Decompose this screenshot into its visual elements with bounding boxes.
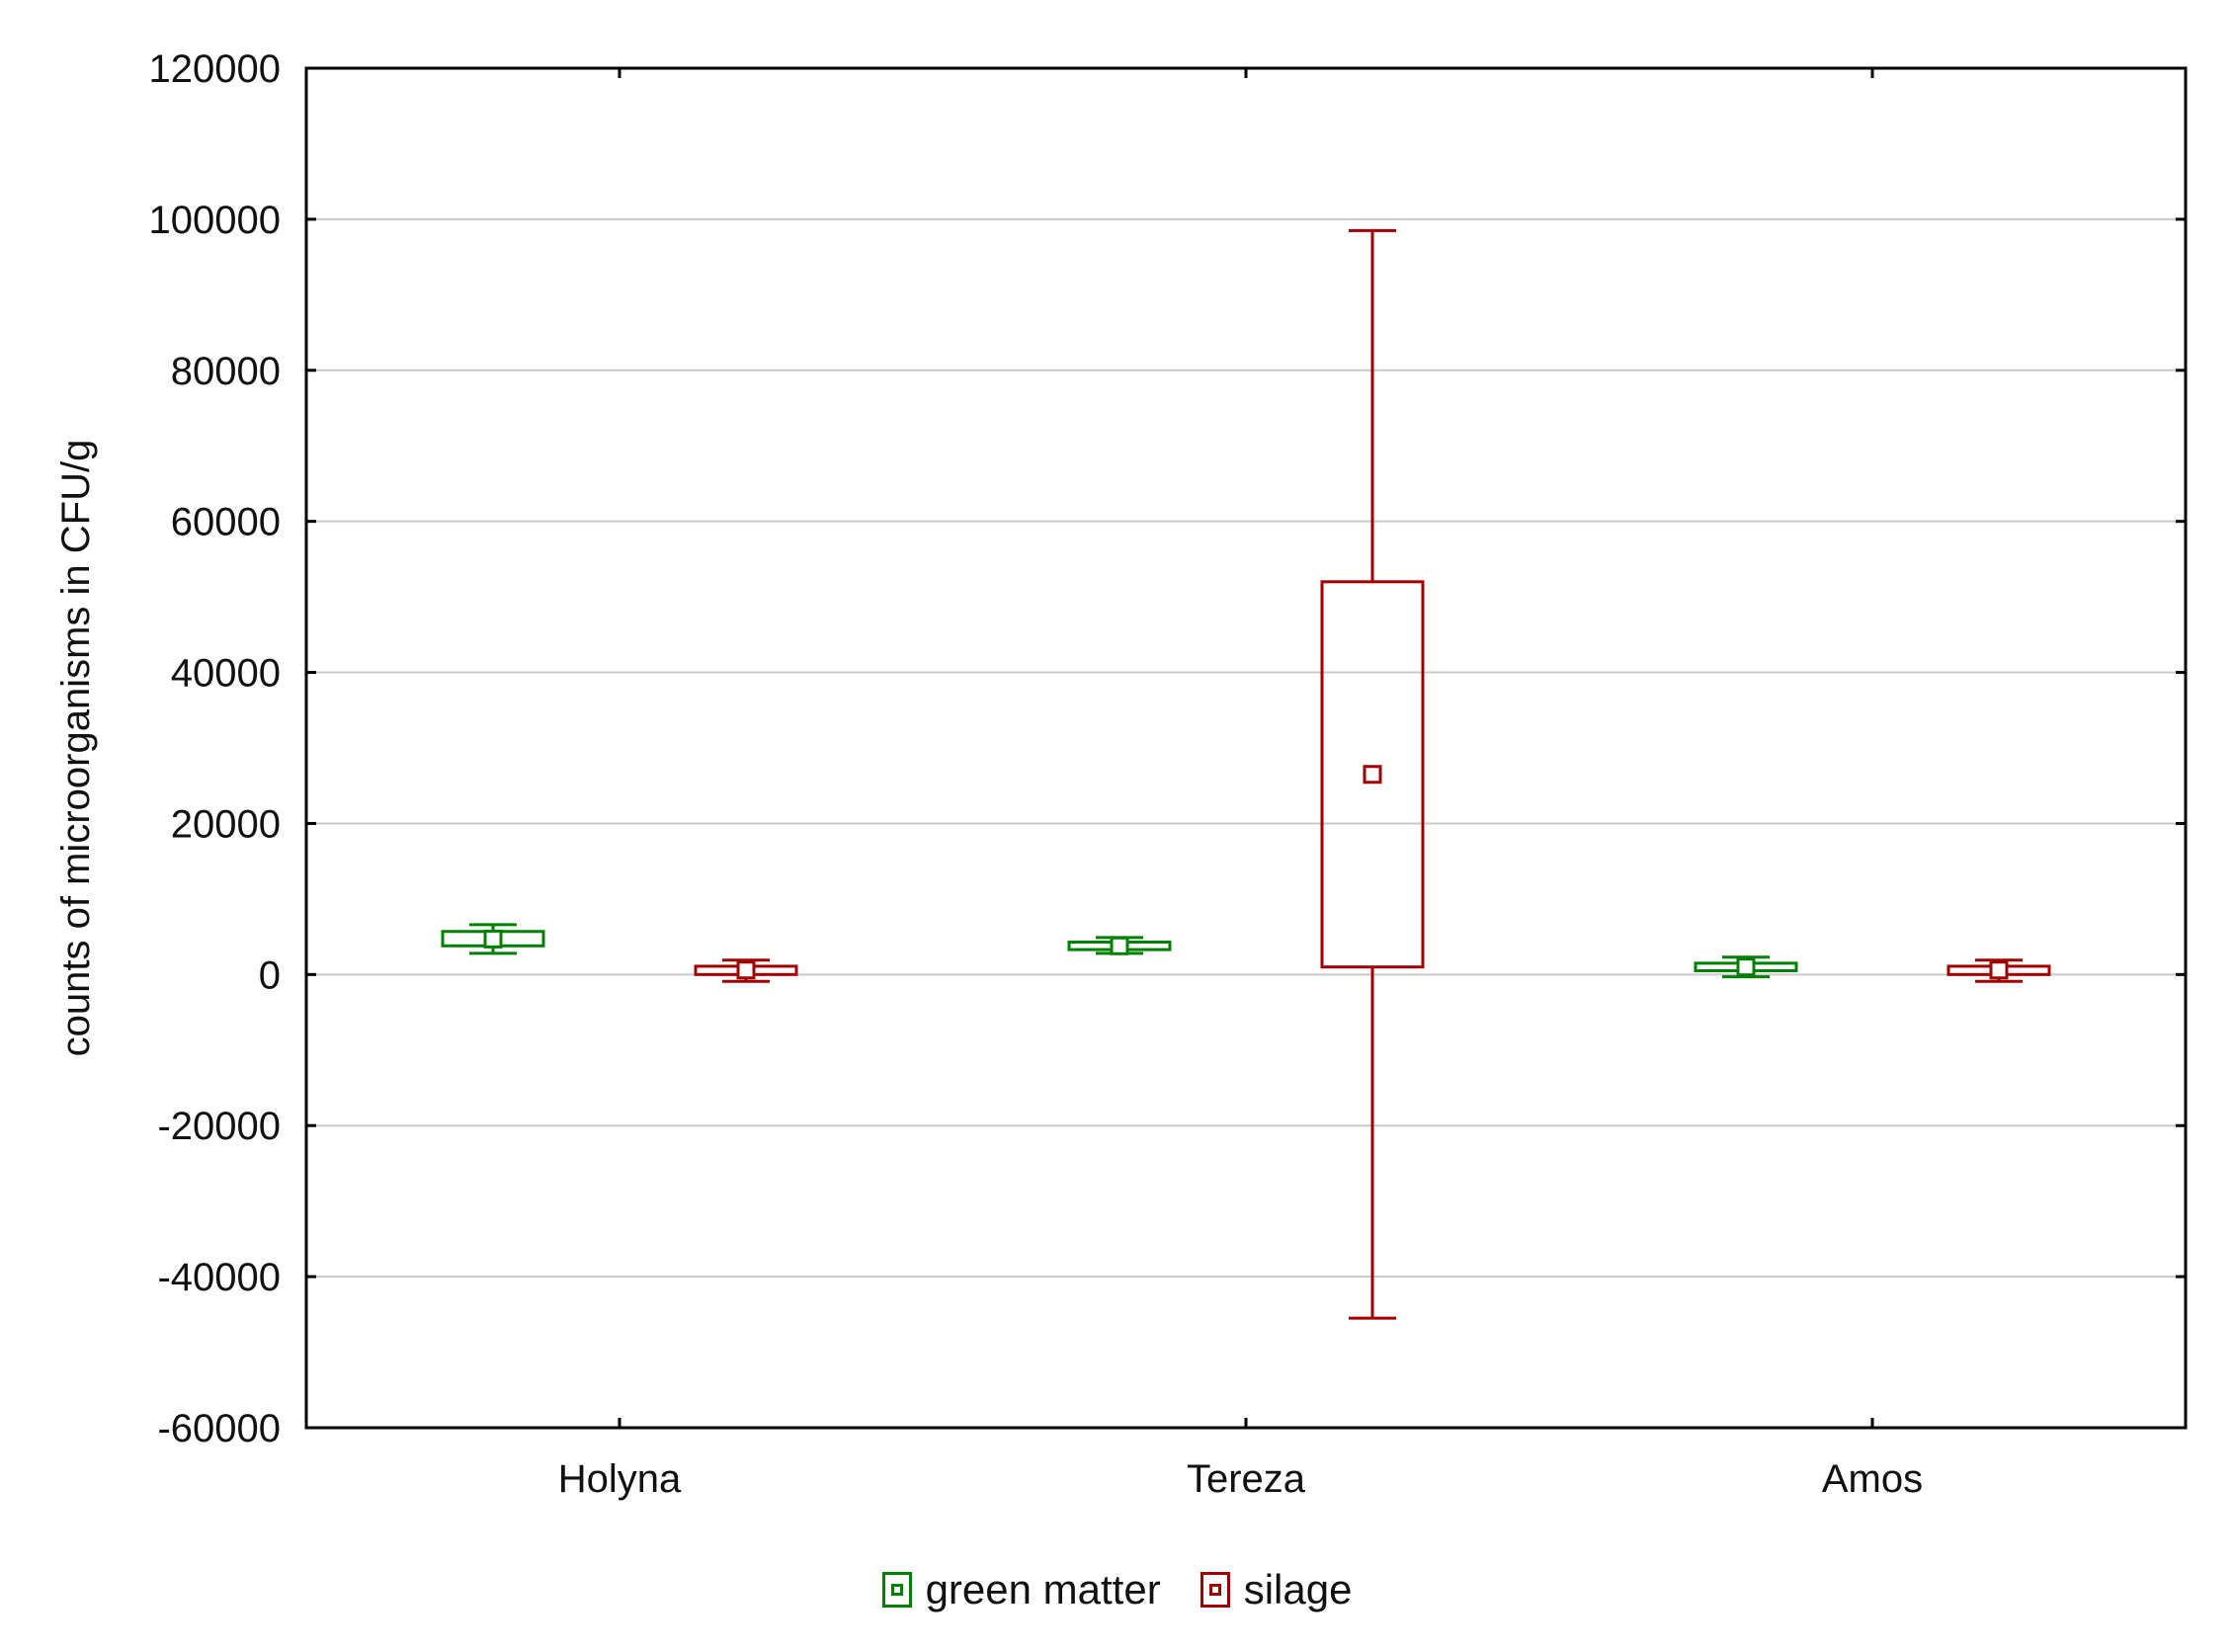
y-tick-label: 100000: [149, 199, 281, 242]
legend-label: silage: [1243, 1566, 1353, 1612]
box-green-matter-amos: [1694, 955, 1798, 979]
x-axis: Holyna Tereza Amos: [558, 68, 1923, 1501]
y-tick-label: 80000: [171, 350, 281, 393]
y-tick-label: 60000: [171, 501, 281, 544]
legend-label: green matter: [925, 1566, 1161, 1612]
y-tick-label: 120000: [149, 47, 281, 91]
box-silage-tereza: [1320, 228, 1425, 1320]
legend-marker: [1208, 1584, 1221, 1596]
x-tick-label: Tereza: [1187, 1457, 1306, 1501]
mean-marker: [483, 929, 503, 949]
y-axis-title: counts of microorganisms in CFU/g: [54, 440, 98, 1057]
legend-swatch-green-matter: [881, 1572, 912, 1608]
box-silage-amos: [1946, 958, 2051, 983]
mean-marker: [1989, 960, 2009, 980]
y-tick-label: -40000: [157, 1256, 281, 1299]
legend-marker: [890, 1584, 903, 1596]
y-axis: -60000 -40000 -20000 0 20000 40000 60000 80000 1…: [149, 47, 2186, 1450]
mean-marker: [1363, 765, 1382, 785]
x-tick-label: Amos: [1822, 1457, 1923, 1501]
plot-area-frame: [304, 66, 2188, 1430]
y-tick-label: -60000: [157, 1407, 281, 1450]
legend: green matter silage: [0, 1566, 2234, 1613]
legend-swatch-silage: [1200, 1572, 1230, 1608]
mean-marker: [736, 960, 756, 980]
mean-marker: [1736, 957, 1756, 977]
x-tick-label: Holyna: [558, 1457, 682, 1501]
box-green-matter-holyna: [441, 923, 545, 955]
box-body: [1320, 580, 1425, 969]
y-tick-label: 40000: [171, 652, 281, 696]
box-silage-holyna: [694, 958, 798, 983]
plot-marks: [441, 228, 2051, 1320]
legend-item-green-matter: green matter: [881, 1566, 1161, 1613]
y-tick-label: -20000: [157, 1105, 281, 1148]
grid-lines: [306, 217, 2186, 1279]
y-tick-label: 0: [259, 953, 281, 997]
legend-item-silage: silage: [1200, 1566, 1353, 1613]
y-tick-label: 20000: [171, 802, 281, 846]
mean-marker: [1110, 936, 1129, 955]
box-green-matter-tereza: [1067, 936, 1172, 955]
